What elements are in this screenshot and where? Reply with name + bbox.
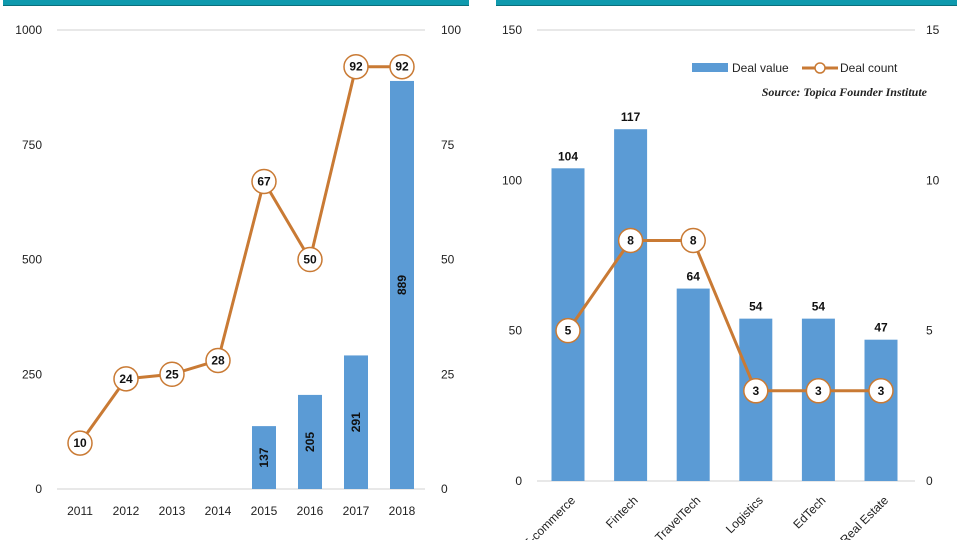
line-marker: [67, 430, 93, 456]
x-tick-label: Real Estate: [837, 493, 891, 540]
line-marker: [297, 246, 323, 273]
bar: [252, 426, 276, 489]
y-right-tick-label: 25: [441, 367, 455, 381]
bar-value-label: 54: [812, 300, 826, 314]
line-value-label: 24: [119, 372, 133, 386]
line-value-label: 3: [815, 384, 822, 398]
bar-value-label: 137: [257, 447, 271, 467]
bar-value-label: 64: [687, 270, 701, 284]
line-marker: [743, 378, 769, 404]
line-marker: [113, 366, 139, 392]
y-left-tick-label: 150: [502, 23, 522, 37]
line-marker: [617, 227, 644, 254]
bar: [864, 339, 898, 481]
bar: [614, 129, 648, 481]
line-value-label: 92: [349, 60, 363, 74]
legend-label-deal-value: Deal value: [732, 61, 789, 75]
x-tick-label: 2014: [205, 504, 232, 518]
x-tick-label: 2011: [67, 504, 93, 518]
line-marker: [343, 53, 369, 80]
y-left-tick-label: 1000: [15, 23, 42, 37]
y-right-tick-label: 75: [441, 138, 455, 152]
x-tick-label: 2018: [389, 504, 416, 518]
y-left-tick-label: 750: [22, 138, 42, 152]
x-tick-label: Logistics: [723, 493, 766, 536]
line-value-label: 5: [565, 324, 572, 338]
line-value-label: 67: [257, 174, 271, 188]
y-right-tick-label: 0: [926, 474, 933, 488]
line-value-label: 25: [165, 367, 179, 381]
bar-value-label: 47: [874, 321, 888, 335]
left-header-bar: [3, 0, 469, 6]
y-right-tick-label: 5: [926, 324, 933, 338]
line-value-label: 3: [752, 384, 759, 398]
bar-value-label: 889: [395, 275, 409, 295]
line-marker: [868, 378, 894, 404]
bar: [676, 288, 710, 481]
x-tick-label: 2015: [251, 504, 278, 518]
line-marker: [389, 53, 415, 80]
line-value-label: 10: [73, 436, 87, 450]
x-tick-label: E-commerce: [520, 493, 578, 540]
line-marker: [205, 347, 231, 374]
y-left-tick-label: 0: [515, 474, 522, 488]
x-tick-label: TravelTech: [652, 493, 703, 540]
legend-bar-swatch: [692, 63, 728, 72]
y-right-tick-label: 50: [441, 253, 455, 267]
x-tick-label: 2012: [113, 504, 140, 518]
chart-left: 0 250 500 750 1000 0 25 50 75 100 2011 2012 2013 2014…: [15, 23, 461, 518]
y-left-tick-label: 500: [22, 253, 42, 267]
y-left-tick-label: 0: [35, 482, 42, 496]
bar-value-label: 205: [303, 432, 317, 452]
source-annotation: Source: Topica Founder Institute: [762, 85, 928, 99]
y-right-tick-label: 0: [441, 482, 448, 496]
x-tick-label: 2017: [343, 504, 370, 518]
bar-value-label: 117: [621, 110, 641, 124]
x-tick-label: EdTech: [790, 493, 828, 531]
bar-value-label: 291: [349, 412, 363, 432]
bar-value-label: 54: [749, 300, 763, 314]
y-left-tick-label: 50: [509, 324, 523, 338]
right-header-bar: [496, 0, 957, 6]
y-left-tick-label: 250: [22, 367, 42, 381]
x-tick-label: 2013: [159, 504, 186, 518]
y-right-tick-label: 15: [926, 23, 940, 37]
y-right-tick-label: 10: [926, 173, 940, 187]
line-value-label: 50: [303, 253, 317, 267]
line-marker: [805, 378, 832, 404]
legend-marker-swatch: [814, 62, 826, 74]
bar-value-label: 104: [558, 149, 578, 163]
line-value-label: 8: [690, 233, 697, 247]
bar: [344, 355, 368, 489]
y-right-tick-label: 100: [441, 23, 461, 37]
line-marker: [680, 227, 706, 254]
line-marker: [251, 168, 277, 195]
bar: [390, 80, 414, 489]
line-value-label: 28: [211, 353, 225, 367]
line-value-label: 3: [878, 384, 885, 398]
line-marker: [555, 317, 581, 344]
bar: [298, 394, 322, 489]
line-value-label: 92: [395, 60, 409, 74]
y-left-tick-label: 100: [502, 173, 522, 187]
line-marker: [159, 361, 185, 387]
legend-label-deal-count: Deal count: [840, 61, 898, 75]
x-tick-label: Fintech: [603, 493, 641, 531]
x-tick-label: 2016: [297, 504, 324, 518]
line-value-label: 8: [627, 233, 634, 247]
